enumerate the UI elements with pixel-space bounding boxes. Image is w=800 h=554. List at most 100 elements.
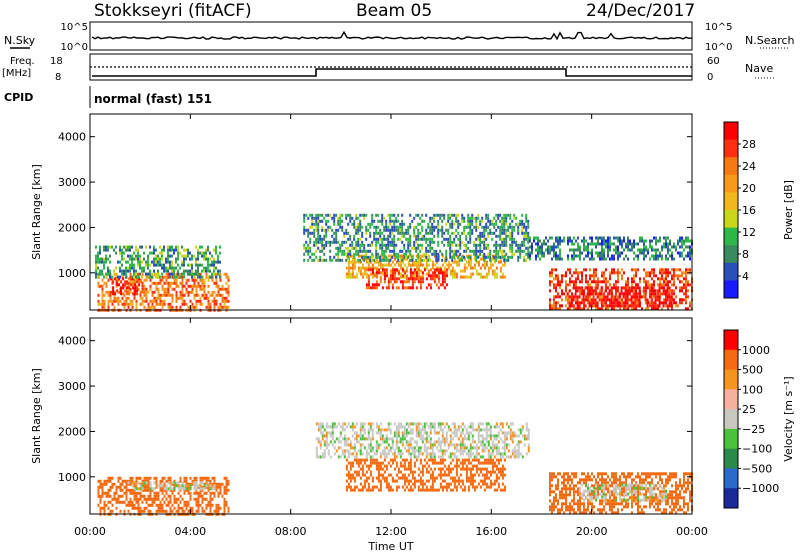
power-cell	[483, 258, 486, 262]
power-cell	[453, 237, 456, 241]
power-cell	[651, 289, 653, 293]
power-cell	[181, 296, 184, 300]
vel-cell	[409, 455, 412, 459]
power-cell	[401, 274, 404, 278]
power-ytick-label: 1000	[58, 267, 86, 280]
power-cell	[668, 286, 671, 290]
power-cell	[617, 257, 619, 261]
power-cell	[467, 260, 470, 264]
power-cell	[471, 249, 474, 253]
vel-cell	[209, 509, 212, 513]
power-cell	[373, 260, 376, 264]
power-cell	[389, 216, 392, 220]
vel-cell	[157, 491, 160, 495]
vel-cell	[203, 476, 206, 480]
power-cell	[381, 268, 384, 272]
power-cell	[169, 260, 171, 264]
vel-cell	[227, 479, 230, 483]
power-cell	[479, 219, 482, 223]
vel-cell	[403, 473, 406, 477]
power-cell	[383, 280, 386, 284]
power-cell	[491, 231, 494, 235]
vel-cell	[385, 455, 388, 459]
power-cell	[670, 301, 673, 305]
vel-cell	[431, 476, 434, 480]
power-cell	[636, 295, 639, 299]
vel-cell	[377, 470, 380, 474]
power-cell	[491, 222, 494, 226]
power-cell	[495, 266, 498, 270]
power-cell	[385, 268, 388, 272]
power-cell	[487, 252, 490, 256]
vel-cell	[495, 476, 498, 480]
power-cell	[411, 283, 414, 287]
vel-cell	[367, 431, 370, 435]
power-cell	[605, 242, 607, 246]
power-cell	[469, 275, 472, 279]
power-cell	[615, 245, 617, 249]
power-cell	[207, 278, 210, 282]
power-cell	[417, 252, 420, 256]
power-cell	[557, 236, 559, 240]
vel-cell	[467, 479, 470, 483]
power-cell	[594, 301, 597, 305]
vel-cell	[429, 431, 432, 435]
power-cell	[685, 307, 687, 311]
power-cell	[451, 219, 454, 223]
power-cell	[519, 246, 522, 250]
power-cell	[399, 280, 402, 284]
power-cell	[421, 225, 424, 229]
power-cell	[97, 293, 100, 297]
power-cell	[143, 266, 145, 270]
power-cell	[129, 290, 132, 294]
vel-cell	[345, 425, 348, 429]
vel-cell	[481, 479, 484, 483]
power-cell	[431, 266, 434, 270]
power-cell	[353, 257, 356, 261]
power-cell	[689, 268, 691, 272]
vel-cell	[419, 482, 422, 486]
power-cell	[555, 239, 557, 243]
power-cell	[437, 222, 440, 226]
vel-cell	[165, 487, 168, 491]
power-cell	[215, 281, 218, 285]
power-cell	[377, 255, 380, 259]
power-cell	[399, 263, 402, 267]
vel-cell	[135, 487, 138, 491]
power-cell	[371, 283, 374, 287]
power-cell	[479, 240, 482, 244]
power-cell	[653, 268, 655, 272]
power-cell	[157, 254, 159, 258]
power-cell	[411, 255, 414, 259]
power-cell	[357, 240, 360, 244]
vel-cell	[323, 449, 326, 453]
power-cell	[668, 292, 671, 296]
power-cell	[397, 277, 400, 281]
vel-cell	[157, 494, 160, 498]
power-cell	[639, 251, 641, 255]
vel-cell	[327, 431, 330, 435]
power-cell	[687, 289, 689, 293]
vel-cell	[219, 482, 222, 486]
power-cell	[395, 268, 398, 272]
vel-cell	[367, 452, 370, 456]
power-cell	[341, 240, 344, 244]
power-cell	[327, 240, 330, 244]
power-cell	[337, 255, 340, 259]
power-cell	[201, 263, 203, 267]
power-cell	[499, 243, 502, 247]
power-cell	[551, 304, 553, 308]
vel-cell	[473, 458, 476, 462]
power-cell	[97, 257, 99, 261]
power-cell	[658, 295, 661, 299]
power-cell	[663, 242, 665, 246]
power-cell	[583, 304, 585, 308]
power-cell	[177, 296, 180, 300]
power-cell	[141, 245, 143, 249]
vel-cell	[445, 488, 448, 492]
power-cell	[403, 243, 406, 247]
power-cell	[131, 260, 133, 264]
vel-cell	[347, 482, 350, 486]
vel-cell	[357, 470, 360, 474]
vel-cell	[493, 464, 496, 468]
